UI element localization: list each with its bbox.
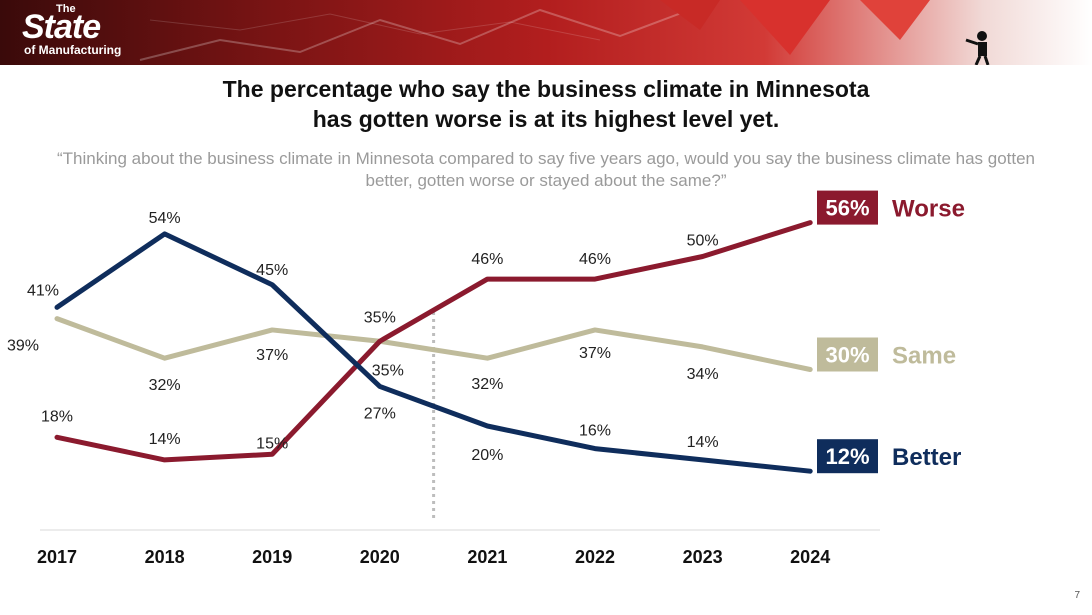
data-label: 14% — [687, 434, 719, 451]
legend-label-worse: Worse — [892, 196, 965, 223]
data-label: 54% — [149, 210, 181, 227]
data-label: 41% — [27, 282, 59, 299]
data-label: 16% — [579, 423, 611, 440]
x-tick-label: 2022 — [575, 547, 615, 567]
header-banner: The State of Manufacturing — [0, 0, 1092, 65]
data-label: 39% — [7, 338, 39, 355]
data-label: 32% — [471, 376, 503, 393]
end-value-label-better: 12% — [825, 444, 869, 469]
data-label: 14% — [149, 431, 181, 448]
data-label: 35% — [364, 309, 396, 326]
survey-question: “Thinking about the business climate in … — [56, 149, 1036, 190]
data-label: 45% — [256, 262, 288, 279]
x-tick-label: 2021 — [467, 547, 507, 567]
x-tick-label: 2024 — [790, 547, 830, 567]
series-line-same — [54, 316, 813, 372]
title-line-1: The percentage who say the business clim… — [222, 76, 870, 102]
end-value-box-worse — [817, 190, 878, 225]
x-tick-label: 2017 — [37, 547, 77, 567]
series-line-better — [54, 231, 813, 474]
data-label: 46% — [471, 251, 503, 268]
banner-graph-decoration — [139, 0, 930, 61]
end-value-box-better — [817, 439, 878, 474]
chart-title: The percentage who say the business clim… — [0, 74, 1092, 134]
end-value-label-worse: 56% — [825, 196, 869, 221]
data-label: 32% — [149, 377, 181, 394]
x-tick-label: 2019 — [252, 547, 292, 567]
data-label: 46% — [579, 251, 611, 268]
data-label: 15% — [256, 435, 288, 452]
data-label: 34% — [687, 366, 719, 383]
data-label: 18% — [41, 408, 73, 425]
legend-label-better: Better — [892, 444, 961, 471]
x-tick-label: 2018 — [145, 547, 185, 567]
data-label: 37% — [579, 345, 611, 362]
person-icon — [965, 31, 990, 65]
end-value-label-same: 30% — [825, 343, 869, 368]
legend-label-same: Same — [892, 343, 956, 370]
page-number: 7 — [1074, 590, 1080, 601]
data-label: 50% — [687, 233, 719, 250]
data-label: 37% — [256, 347, 288, 364]
x-tick-label: 2023 — [683, 547, 723, 567]
end-value-box-same — [817, 337, 878, 372]
series-line-worse — [54, 220, 813, 463]
title-line-2: has gotten worse is at its highest level… — [312, 106, 780, 132]
data-label: 20% — [471, 447, 503, 464]
data-label: 27% — [364, 405, 396, 422]
x-tick-label: 2020 — [360, 547, 400, 567]
data-label: 35% — [372, 362, 404, 379]
